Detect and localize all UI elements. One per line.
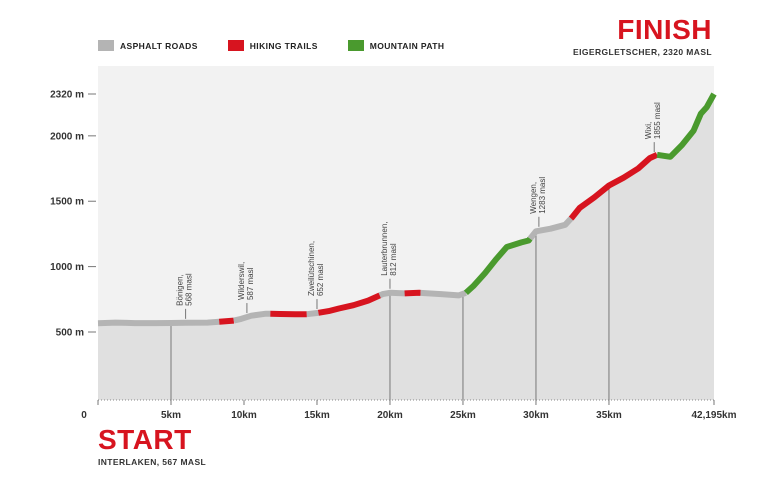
elevation-area	[98, 94, 714, 400]
legend-item-asphalt: ASPHALT ROADS	[98, 40, 198, 51]
annotation-place-4: Wengen,	[529, 182, 538, 214]
legend-swatch-mountain	[347, 40, 364, 51]
y-tick-label-4: 2320 m	[50, 90, 84, 101]
annotation-label-1: Wilderswil,587 masl	[237, 262, 255, 300]
route-segment-asphalt-8	[420, 289, 467, 299]
start-subtitle: INTERLAKEN, 567 MASL	[98, 457, 207, 467]
start-title: START	[98, 424, 192, 455]
route-segment-hiking-11	[568, 152, 659, 221]
annotation-altitude-3: 812 masl	[389, 243, 398, 276]
x-tick-label-7: 35km	[596, 410, 622, 421]
y-tick-label-3: 2000 m	[50, 131, 84, 142]
annotation-altitude-2: 652 masl	[316, 263, 325, 296]
annotation-label-2: Zweilütschinen,652 masl	[307, 241, 325, 296]
legend-label-asphalt: ASPHALT ROADS	[120, 40, 198, 51]
annotation-place-5: Wixi,	[644, 122, 653, 139]
finish-subtitle: EIGERGLETSCHER, 2320 MASL	[573, 47, 712, 57]
legend: ASPHALT ROADS HIKING TRAILS MOUNTAIN PAT…	[98, 40, 474, 51]
legend-item-mountain: MOUNTAIN PATH	[347, 40, 445, 51]
route-segment-asphalt-10	[527, 216, 574, 241]
annotation-place-1: Wilderswil,	[237, 262, 246, 300]
route-segment-asphalt-2	[233, 310, 271, 324]
annotation-label-4: Wengen,1283 masl	[529, 177, 547, 214]
route-segment-hiking-7	[404, 289, 423, 297]
legend-label-mountain: MOUNTAIN PATH	[369, 40, 445, 51]
route-segment-asphalt-0	[97, 318, 220, 327]
legend-swatch-asphalt	[98, 40, 114, 51]
annotation-place-3: Lauterbrunnen,	[380, 222, 389, 276]
y-tick-label-2: 1500 m	[50, 197, 84, 208]
x-tick-label-8: 42,195km	[691, 410, 736, 421]
annotation-altitude-4: 1283 masl	[538, 177, 547, 214]
x-tick-label-3: 15km	[304, 410, 330, 421]
legend-swatch-hiking	[227, 40, 244, 51]
annotation-altitude-1: 587 masl	[246, 267, 255, 300]
route-segment-mountain-12	[656, 92, 717, 160]
annotation-label-0: Bönigen,568 masl	[176, 273, 194, 306]
x-tick-label-6: 30km	[523, 410, 549, 421]
x-tick-label-2: 10km	[231, 410, 257, 421]
finish-title: FINISH	[617, 14, 712, 45]
x-tick-label-1: 5km	[161, 410, 181, 421]
annotation-label-3: Lauterbrunnen,812 masl	[380, 222, 398, 276]
annotation-place-2: Zweilütschinen,	[307, 241, 316, 296]
x-tick-label-5: 25km	[450, 410, 476, 421]
legend-item-hiking: HIKING TRAILS	[227, 40, 318, 51]
route-segment-mountain-9	[463, 236, 533, 296]
y-tick-label-1: 1000 m	[50, 262, 84, 273]
x-tick-label-4: 20km	[377, 410, 403, 421]
annotation-altitude-0: 568 masl	[185, 273, 194, 306]
x-tick-label-0: 0	[81, 410, 87, 421]
route-segment-hiking-5	[317, 292, 382, 316]
y-tick-label-0: 500 m	[56, 328, 84, 339]
annotation-label-5: Wixi,1855 masl	[644, 102, 662, 139]
route-segment-asphalt-4	[306, 309, 320, 318]
legend-label-hiking: HIKING TRAILS	[249, 40, 318, 51]
route-segment-hiking-1	[218, 317, 235, 325]
route-segment-asphalt-6	[378, 289, 405, 299]
annotation-place-0: Bönigen,	[176, 274, 185, 306]
annotation-altitude-5: 1855 masl	[653, 102, 662, 139]
